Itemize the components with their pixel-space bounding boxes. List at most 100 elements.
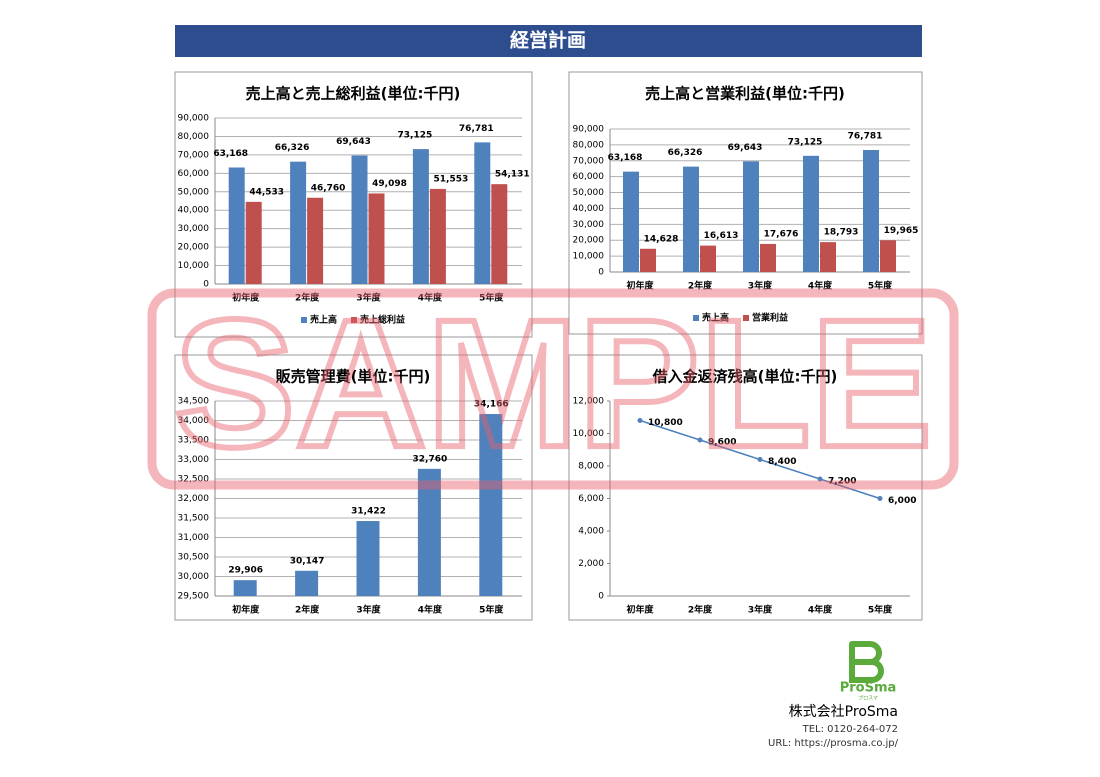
chart-title: 売上高と営業利益(単位:千円) xyxy=(645,85,845,103)
chart-title: 売上高と売上総利益(単位:千円) xyxy=(246,85,461,103)
bar xyxy=(491,184,508,284)
x-tick-label: 2年度 xyxy=(688,604,713,616)
y-tick-label: 33,500 xyxy=(178,436,210,446)
value-label: 30,147 xyxy=(290,556,325,566)
value-label: 32,760 xyxy=(413,454,448,464)
bar xyxy=(245,201,262,284)
value-label: 16,613 xyxy=(704,231,739,241)
y-tick-label: 32,000 xyxy=(178,494,210,504)
x-tick-label: 初年度 xyxy=(626,280,654,292)
y-tick-label: 30,000 xyxy=(178,224,210,234)
header-title: 経営計画 xyxy=(510,29,586,52)
x-tick-label: 初年度 xyxy=(232,604,260,616)
bar xyxy=(429,188,446,284)
legend-label: 売上高 xyxy=(702,312,729,324)
point xyxy=(817,476,823,482)
bar xyxy=(351,155,368,284)
bar xyxy=(820,242,836,272)
value-label: 18,793 xyxy=(824,228,859,238)
x-tick-label: 5年度 xyxy=(868,604,893,616)
logo: ProSma プロスマ xyxy=(840,641,897,702)
x-tick-label: 2年度 xyxy=(688,280,713,292)
x-tick-label: 2年度 xyxy=(295,292,320,304)
value-label: 6,000 xyxy=(888,496,916,506)
value-label: 66,326 xyxy=(668,148,703,158)
x-tick-label: 4年度 xyxy=(808,280,833,292)
y-tick-label: 33,000 xyxy=(178,455,210,465)
legend-swatch xyxy=(351,317,357,323)
y-tick-label: 30,500 xyxy=(178,553,210,563)
y-tick-label: 90,000 xyxy=(573,125,605,135)
y-tick-label: 30,000 xyxy=(178,572,210,582)
chart-title: 販売管理費(単位:千円) xyxy=(276,368,431,386)
bar xyxy=(479,414,503,596)
x-tick-label: 4年度 xyxy=(808,604,833,616)
value-label: 49,098 xyxy=(372,179,407,189)
bar xyxy=(228,167,245,284)
value-label: 8,400 xyxy=(768,457,796,467)
x-tick-label: 5年度 xyxy=(868,280,893,292)
x-tick-label: 3年度 xyxy=(748,280,773,292)
value-label: 76,781 xyxy=(459,124,494,134)
logo-kana: プロスマ xyxy=(858,696,878,702)
bar xyxy=(863,150,879,272)
bar xyxy=(290,161,307,284)
y-tick-label: 40,000 xyxy=(573,204,605,214)
legend-swatch xyxy=(301,317,307,323)
value-label: 63,168 xyxy=(213,149,248,159)
value-label: 10,800 xyxy=(648,418,683,428)
value-label: 17,676 xyxy=(764,229,799,239)
value-label: 34,166 xyxy=(474,400,509,410)
y-tick-label: 2,000 xyxy=(578,559,604,569)
bar xyxy=(623,171,639,272)
logo-text: ProSma xyxy=(840,681,897,696)
legend-swatch xyxy=(693,315,699,321)
y-tick-label: 12,000 xyxy=(573,397,605,407)
value-label: 73,125 xyxy=(788,137,823,147)
charts: 売上高と売上総利益(単位:千円) 0 10,000 20,000 30,000 40,00… xyxy=(178,85,919,616)
legend-swatch xyxy=(743,315,749,321)
y-tick-label: 0 xyxy=(598,592,604,602)
bar xyxy=(700,245,716,272)
y-tick-label: 31,000 xyxy=(178,533,210,543)
value-label: 44,533 xyxy=(249,187,284,197)
watermark-frame xyxy=(147,288,959,490)
x-tick-label: 4年度 xyxy=(418,604,443,616)
legend-label: 売上高 xyxy=(310,314,337,326)
bar xyxy=(640,248,656,272)
value-label: 9,600 xyxy=(708,438,736,448)
header-bar xyxy=(175,25,922,57)
x-tick-label: 3年度 xyxy=(748,604,773,616)
y-tick-label: 60,000 xyxy=(573,172,605,182)
point xyxy=(757,457,763,462)
y-tick-label: 90,000 xyxy=(178,114,210,124)
value-label: 66,326 xyxy=(275,143,310,153)
y-tick-label: 0 xyxy=(203,280,209,290)
company-name: 株式会社ProSma xyxy=(789,704,898,720)
logo-mark xyxy=(849,641,884,683)
y-tick-label: 80,000 xyxy=(573,140,605,150)
y-tick-label: 50,000 xyxy=(573,188,605,198)
y-tick-label: 80,000 xyxy=(178,132,210,142)
bar xyxy=(880,240,896,272)
value-label: 69,643 xyxy=(728,143,763,153)
value-label: 31,422 xyxy=(351,507,386,517)
value-label: 63,168 xyxy=(608,153,643,163)
value-label: 19,965 xyxy=(884,226,919,236)
watermark: SAMPLE xyxy=(147,278,959,490)
value-label: 7,200 xyxy=(828,477,856,487)
x-tick-label: 3年度 xyxy=(356,604,381,616)
bar xyxy=(356,521,380,596)
y-tick-label: 29,500 xyxy=(178,592,210,602)
y-tick-label: 40,000 xyxy=(178,206,210,216)
value-label: 76,781 xyxy=(848,132,883,142)
y-tick-label: 10,000 xyxy=(178,261,210,271)
company-tel: TEL: 0120-264-072 xyxy=(802,724,898,735)
value-label: 14,628 xyxy=(644,234,679,244)
x-tick-label: 5年度 xyxy=(479,604,504,616)
panel xyxy=(174,354,533,621)
y-tick-label: 34,000 xyxy=(178,416,210,426)
y-tick-label: 0 xyxy=(598,268,604,278)
value-label: 73,125 xyxy=(398,131,433,141)
